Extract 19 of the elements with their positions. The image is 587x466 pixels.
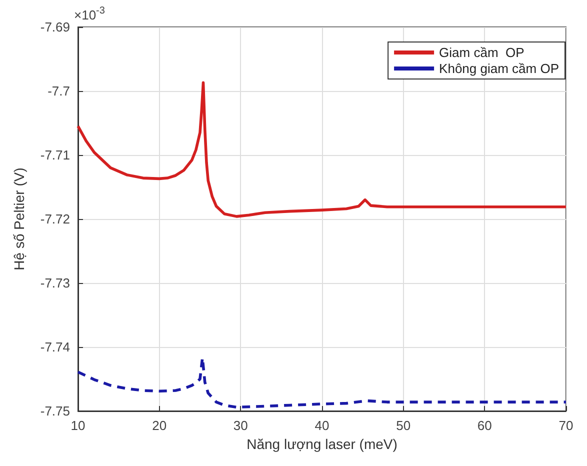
y-tick-label: -7.69	[40, 20, 70, 34]
y-tick-label: -7.72	[40, 212, 70, 226]
x-tick-label: 70	[558, 418, 574, 433]
x-tick-label: 20	[152, 418, 167, 433]
y-tick-label: -7.74	[40, 340, 70, 354]
x-axis-title: Năng lượng laser (meV)	[246, 436, 398, 452]
y-axis-title: Hệ số Peltier (V)	[11, 168, 27, 270]
y-tick-label: -7.75	[40, 404, 70, 418]
legend-label: Giam cầm OP	[439, 45, 524, 60]
x-tick-label: 10	[70, 418, 86, 433]
x-tick-label: 50	[396, 418, 411, 433]
x-tick-label: 30	[233, 418, 248, 433]
y-tick-label: -7.73	[40, 276, 70, 290]
legend-label: Không giam cầm OP	[439, 61, 560, 76]
line-series	[76, 81, 568, 218]
y-tick-label: -7.71	[40, 148, 70, 162]
x-tick-label: 40	[314, 418, 330, 433]
x-tick-label: 60	[477, 418, 492, 433]
y-tick-label: -7.7	[48, 84, 70, 98]
